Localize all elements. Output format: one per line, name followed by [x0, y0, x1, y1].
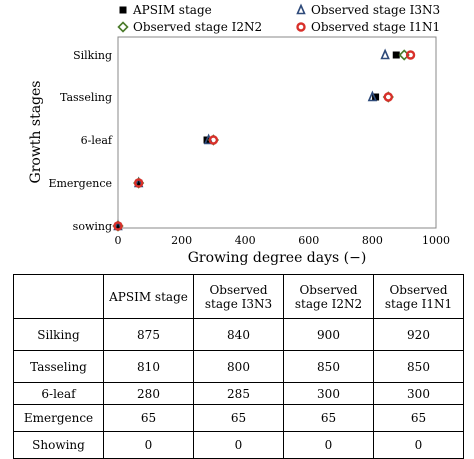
stage-cell: Emergence: [13, 404, 104, 432]
value-cell: 850: [373, 350, 464, 383]
value-cell: 280: [103, 382, 194, 405]
data-point-4: [405, 50, 416, 60]
value-cell: 810: [103, 350, 194, 383]
value-cell: 65: [283, 404, 374, 432]
stage-cell: 6-leaf: [13, 382, 104, 405]
y-tick-label: Tasseling: [60, 91, 112, 104]
stage-cell: Silking: [13, 318, 104, 351]
legend-marker: [296, 3, 306, 15]
stage-table: APSIM stage Observed stage I3N3 Observed…: [13, 274, 464, 459]
table-row: Emergence 65 65 65 65: [13, 404, 464, 432]
x-tick-labels: 0 200 400 600 800 1000: [115, 234, 451, 247]
legend-label: Observed stage I3N3: [311, 3, 440, 17]
stage-cell: Showing: [13, 431, 104, 459]
header-cell: [13, 274, 104, 319]
header-cell: Observed stage I2N2: [283, 274, 374, 319]
y-axis-label: Growth stages: [28, 81, 44, 184]
x-axis-label: Growing degree days (−): [188, 250, 367, 266]
value-cell: 0: [193, 431, 284, 459]
value-cell: 900: [283, 318, 374, 351]
value-cell: 850: [283, 350, 374, 383]
value-cell: 840: [193, 318, 284, 351]
plot-area: [117, 36, 437, 229]
value-cell: 65: [373, 404, 464, 432]
header-cell: Observed stage I1N1: [373, 274, 464, 319]
data-markers: [112, 48, 416, 232]
data-point-2: [367, 90, 378, 102]
legend-marker: [296, 22, 306, 32]
value-cell: 300: [373, 382, 464, 405]
table-row: Silking 875 840 900 920: [13, 318, 464, 351]
header-cell: APSIM stage: [103, 274, 194, 319]
data-point-1: [372, 93, 380, 101]
value-cell: 800: [193, 350, 284, 383]
value-cell: 0: [103, 431, 194, 459]
data-point-4: [383, 92, 393, 102]
legend-label: Observed stage I1N1: [311, 20, 440, 34]
data-point-4: [208, 135, 219, 145]
x-tick-label: 800: [362, 234, 383, 247]
y-tick-labels: sowing Emergence 6-leaf Tasseling Silking: [48, 49, 112, 233]
y-tick-label: sowing: [73, 220, 112, 233]
value-cell: 285: [193, 382, 284, 405]
x-tick-label: 1000: [422, 234, 450, 247]
value-cell: 875: [103, 318, 194, 351]
x-tick-label: 600: [298, 234, 319, 247]
y-tick-label: 6-leaf: [81, 134, 113, 147]
table-header-row: APSIM stage Observed stage I3N3 Observed…: [13, 274, 464, 319]
x-tick-label: 400: [235, 234, 256, 247]
value-cell: 300: [283, 382, 374, 405]
data-point-1: [114, 222, 122, 230]
stage-cell: Tasseling: [13, 350, 104, 383]
header-cell: Observed stage I3N3: [193, 274, 284, 319]
data-point-4: [113, 221, 123, 231]
y-tick-label: Silking: [73, 49, 112, 62]
data-point-1: [135, 179, 143, 187]
table-row: 6-leaf 280 285 300 300: [13, 382, 464, 405]
x-tick-label: 200: [171, 234, 192, 247]
legend-marker: [119, 6, 127, 14]
value-cell: 65: [193, 404, 284, 432]
legend-marker: [117, 21, 129, 33]
data-point-4: [133, 178, 144, 188]
value-cell: 920: [373, 318, 464, 351]
legend-label: APSIM stage: [132, 3, 212, 17]
y-tick-label: Emergence: [48, 177, 112, 190]
value-cell: 0: [283, 431, 374, 459]
value-cell: 0: [373, 431, 464, 459]
x-tick-label: 0: [115, 234, 122, 247]
table-row: Showing 0 0 0 0: [13, 431, 464, 459]
legend-label: Observed stage I2N2: [133, 20, 262, 34]
table-row: Tasseling 810 800 850 850: [13, 350, 464, 383]
data-point-2: [380, 48, 390, 60]
value-cell: 65: [103, 404, 194, 432]
legend: APSIM stage Observed stage I3N3 Observed s…: [117, 3, 440, 34]
data-point-1: [392, 51, 400, 59]
growth-stage-chart: APSIM stage Observed stage I3N3 Observed s…: [28, 3, 451, 266]
